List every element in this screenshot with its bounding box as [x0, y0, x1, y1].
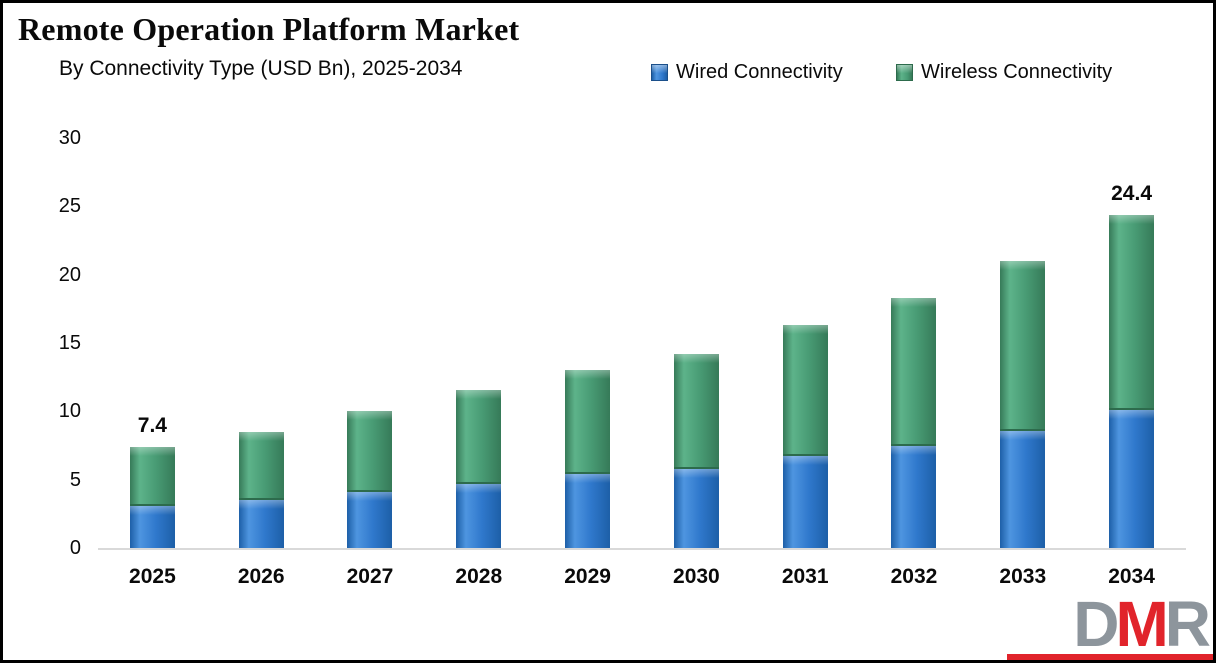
bar-2032 — [891, 297, 937, 548]
logo-letter-r: R — [1164, 588, 1211, 660]
bars: 7.4 24.4 — [98, 138, 1186, 548]
dmr-logo: DMR — [1007, 592, 1213, 660]
segment-wired-2030 — [673, 468, 719, 548]
segment-wireless-2032 — [891, 297, 937, 446]
segment-wired-2026 — [238, 500, 284, 548]
legend-marker-wired-icon — [651, 64, 668, 81]
y-tick-label: 25 — [58, 195, 81, 218]
segment-wireless-2034 — [1109, 214, 1155, 410]
logo-letter-m: M — [1115, 588, 1168, 660]
segment-wireless-2027 — [347, 411, 393, 492]
bar-total-label-2025: 7.4 — [137, 413, 167, 437]
x-tick-label-2028: 2028 — [455, 565, 503, 588]
x-tick-label-2033: 2033 — [999, 565, 1047, 588]
segment-wireless-2028 — [456, 389, 502, 484]
x-tick-label-2025: 2025 — [129, 565, 176, 588]
bar-2026 — [238, 431, 284, 548]
legend-item-wired: Wired Connectivity — [651, 61, 843, 84]
legend-label-wireless: Wireless Connectivity — [921, 61, 1113, 83]
segment-wired-2025 — [129, 505, 175, 548]
x-tick-label-2031: 2031 — [781, 565, 829, 588]
bar-2027 — [347, 411, 393, 548]
page-title: Remote Operation Platform Market — [18, 11, 520, 47]
x-tick-label-2027: 2027 — [346, 565, 394, 588]
segment-wired-2031 — [782, 456, 828, 548]
bar-2025: 7.4 — [129, 413, 175, 548]
page-subtitle: By Connectivity Type (USD Bn), 2025-2034 — [59, 57, 463, 80]
segment-wired-2027 — [347, 492, 393, 548]
plot-area: 7.4 24.4 — [98, 138, 1186, 550]
logo-letters: DMR — [1073, 588, 1211, 660]
bar-2033 — [1000, 261, 1046, 548]
segment-wireless-2033 — [1000, 261, 1046, 431]
y-tick-label: 10 — [58, 400, 81, 423]
segment-wireless-2031 — [782, 325, 828, 457]
bar-2030 — [673, 353, 719, 548]
bar-2028 — [456, 389, 502, 548]
legend-marker-wireless-icon — [896, 64, 913, 81]
segment-wired-2029 — [565, 474, 611, 548]
x-tick-label-2032: 2032 — [890, 565, 938, 588]
bar-2034: 24.4 — [1109, 181, 1155, 548]
x-tick-label-2034: 2034 — [1108, 565, 1155, 588]
y-tick-label: 15 — [58, 332, 81, 354]
segment-wireless-2030 — [673, 353, 719, 469]
segment-wired-2032 — [891, 445, 937, 548]
bar-2031 — [782, 325, 828, 548]
x-axis: 2025 2026 2027 2028 2029 2030 2031 2032 2033 2034 — [98, 565, 1186, 589]
segment-wired-2034 — [1109, 410, 1155, 548]
segment-wired-2028 — [456, 483, 502, 548]
y-axis: 0 5 10 15 20 25 30 — [3, 127, 85, 559]
segment-wireless-2026 — [238, 431, 284, 501]
legend-item-wireless: Wireless Connectivity — [896, 61, 1112, 84]
y-tick-label: 20 — [58, 263, 81, 286]
y-tick-label: 30 — [58, 127, 81, 149]
bar-2029 — [565, 370, 611, 548]
x-tick-label-2026: 2026 — [237, 565, 285, 588]
y-tick-label: 5 — [69, 468, 81, 491]
x-tick-label-2030: 2030 — [673, 565, 720, 588]
segment-wired-2033 — [1000, 430, 1046, 548]
x-tick-label-2029: 2029 — [564, 565, 611, 588]
y-tick-label: 0 — [69, 537, 81, 559]
legend-label-wired: Wired Connectivity — [676, 61, 843, 83]
logo-letter-d: D — [1073, 588, 1119, 660]
bar-total-label-2034: 24.4 — [1111, 181, 1152, 205]
logo-underline — [1007, 654, 1213, 660]
segment-wireless-2029 — [565, 370, 611, 475]
segment-wireless-2025 — [129, 446, 175, 506]
